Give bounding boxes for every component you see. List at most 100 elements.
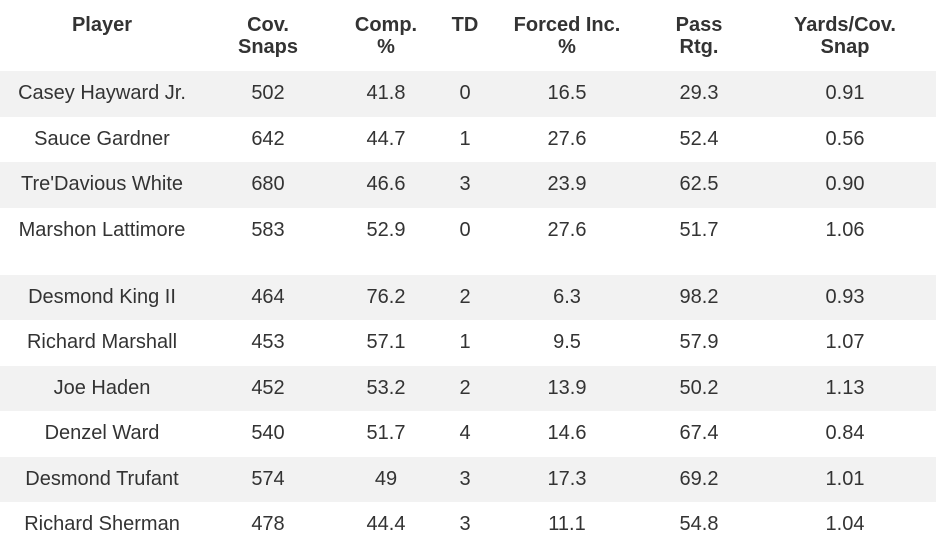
cell-yards-cov-snap: 0.56 bbox=[825, 127, 865, 150]
cell-comp-pct: 46.6 bbox=[366, 173, 406, 195]
cell-forced-inc: 9.5 bbox=[553, 331, 581, 353]
table-row: Sauce Gardner 642 44.7 1 27.6 52.4 0.56 bbox=[0, 116, 936, 162]
cell-player: Sauce Gardner bbox=[34, 127, 170, 150]
cell-comp-pct: 51.7 bbox=[366, 422, 406, 444]
header-cov-snaps-line-1: Cov. bbox=[247, 14, 289, 36]
cell-td: 2 bbox=[459, 285, 471, 308]
header-comp-pct: Comp. % bbox=[332, 0, 440, 71]
header-player-line-1: Player bbox=[71, 14, 133, 36]
cell-comp-pct: 52.9 bbox=[366, 218, 406, 241]
header-forced-inc-line-2: % bbox=[558, 36, 576, 58]
cell-comp-pct: 57.1 bbox=[366, 331, 406, 353]
cell-td: 2 bbox=[459, 376, 471, 399]
cell-forced-inc: 6.3 bbox=[553, 285, 581, 308]
header-comp-pct-line-2: % bbox=[377, 36, 395, 58]
header-comp-pct-line-1: Comp. bbox=[354, 14, 418, 36]
cell-cov-snaps: 680 bbox=[251, 173, 285, 195]
cell-yards-cov-snap: 0.90 bbox=[825, 173, 865, 195]
header-yards-cov-snap-line-1: Yards/Cov. bbox=[794, 14, 896, 36]
cell-forced-inc: 14.6 bbox=[547, 422, 587, 444]
cell-td: 1 bbox=[459, 127, 471, 150]
cell-comp-pct: 49 bbox=[374, 467, 398, 490]
cell-player: Joe Haden bbox=[53, 376, 151, 399]
cell-td: 4 bbox=[459, 422, 471, 444]
header-row: Player Cov. Snaps Comp. % TD Forced Inc.… bbox=[0, 0, 936, 71]
cell-player: Denzel Ward bbox=[44, 422, 160, 444]
cell-comp-pct: 53.2 bbox=[366, 376, 406, 399]
cell-pass-rtg: 69.2 bbox=[679, 467, 719, 490]
cell-comp-pct: 44.7 bbox=[366, 127, 406, 150]
cell-comp-pct: 76.2 bbox=[366, 285, 406, 308]
cell-player: Marshon Lattimore bbox=[18, 218, 186, 241]
cell-player: Desmond Trufant bbox=[25, 467, 179, 490]
cell-pass-rtg: 54.8 bbox=[679, 513, 719, 535]
header-pass-rtg-line-2: Rtg. bbox=[679, 36, 719, 58]
cell-td: 0 bbox=[459, 218, 471, 241]
header-forced-inc-line-1: Forced Inc. bbox=[513, 14, 621, 36]
cell-yards-cov-snap: 1.13 bbox=[825, 376, 865, 399]
table-row: Desmond King II 464 76.2 2 6.3 98.2 0.93 bbox=[0, 274, 936, 320]
header-pass-rtg-line-1: Pass bbox=[675, 14, 723, 36]
header-td: TD bbox=[440, 0, 490, 71]
cell-pass-rtg: 52.4 bbox=[679, 127, 719, 150]
header-player: Player bbox=[0, 0, 204, 71]
table-row: Casey Hayward Jr. 502 41.8 0 16.5 29.3 0… bbox=[0, 71, 936, 117]
table-row: Desmond Trufant 574 49 3 17.3 69.2 1.01 bbox=[0, 456, 936, 502]
cell-player: Desmond King II bbox=[28, 285, 176, 308]
table-header: Player Cov. Snaps Comp. % TD Forced Inc.… bbox=[0, 0, 936, 71]
table-row: Richard Sherman 478 44.4 3 11.1 54.8 1.0… bbox=[0, 502, 936, 548]
cell-forced-inc: 11.1 bbox=[548, 513, 586, 535]
header-pass-rtg: Pass Rtg. bbox=[644, 0, 754, 71]
table-row: Tre'Davious White 680 46.6 3 23.9 62.5 0… bbox=[0, 162, 936, 208]
cell-forced-inc: 27.6 bbox=[547, 218, 587, 241]
cell-yards-cov-snap: 1.07 bbox=[825, 331, 865, 353]
cell-yards-cov-snap: 1.01 bbox=[825, 467, 865, 490]
cell-td: 3 bbox=[459, 467, 471, 490]
cell-player: Richard Sherman bbox=[24, 513, 180, 535]
cell-pass-rtg: 62.5 bbox=[679, 173, 719, 195]
cell-pass-rtg: 29.3 bbox=[679, 82, 719, 104]
cell-yards-cov-snap: 0.93 bbox=[825, 285, 865, 308]
cell-forced-inc: 16.5 bbox=[547, 82, 587, 104]
header-forced-inc: Forced Inc. % bbox=[490, 0, 644, 71]
cell-yards-cov-snap: 0.84 bbox=[825, 422, 865, 444]
header-cov-snaps-line-2: Snaps bbox=[237, 36, 299, 58]
cell-cov-snaps: 453 bbox=[251, 331, 285, 353]
cell-cov-snaps: 583 bbox=[251, 218, 285, 241]
cell-pass-rtg: 57.9 bbox=[679, 331, 719, 353]
cell-forced-inc: 23.9 bbox=[547, 173, 587, 195]
header-yards-cov-snap: Yards/Cov. Snap bbox=[754, 0, 936, 71]
cell-pass-rtg: 51.7 bbox=[679, 218, 719, 241]
cell-td: 1 bbox=[459, 331, 471, 353]
table-row: Richard Marshall 453 57.1 1 9.5 57.9 1.0… bbox=[0, 320, 936, 366]
cell-yards-cov-snap: 1.06 bbox=[825, 218, 865, 241]
table-row: Denzel Ward 540 51.7 4 14.6 67.4 0.84 bbox=[0, 411, 936, 457]
cell-pass-rtg: 98.2 bbox=[679, 285, 719, 308]
cell-cov-snaps: 502 bbox=[251, 82, 285, 104]
cell-comp-pct: 44.4 bbox=[366, 513, 406, 535]
cell-yards-cov-snap: 0.91 bbox=[825, 82, 865, 104]
cell-td: 0 bbox=[459, 82, 471, 104]
header-td-line-1: TD bbox=[451, 14, 479, 36]
cell-pass-rtg: 50.2 bbox=[679, 376, 719, 399]
cell-forced-inc: 13.9 bbox=[547, 376, 587, 399]
cell-player: Tre'Davious White bbox=[20, 173, 183, 195]
cell-pass-rtg: 67.4 bbox=[679, 422, 719, 444]
cell-player: Casey Hayward Jr. bbox=[18, 82, 186, 104]
cell-cov-snaps: 540 bbox=[251, 422, 285, 444]
table-row: Marshon Lattimore 583 52.9 0 27.6 51.7 1… bbox=[0, 207, 936, 275]
cell-td: 3 bbox=[459, 513, 471, 535]
cell-forced-inc: 17.3 bbox=[547, 467, 587, 490]
header-yards-cov-snap-line-2: Snap bbox=[820, 36, 870, 58]
table-row: Joe Haden 452 53.2 2 13.9 50.2 1.13 bbox=[0, 365, 936, 411]
cell-yards-cov-snap: 1.04 bbox=[825, 513, 865, 535]
cell-cov-snaps: 478 bbox=[251, 513, 285, 535]
cell-cov-snaps: 452 bbox=[251, 376, 285, 399]
table-body: Casey Hayward Jr. 502 41.8 0 16.5 29.3 0… bbox=[0, 71, 936, 548]
cell-cov-snaps: 574 bbox=[251, 467, 285, 490]
cell-td: 3 bbox=[459, 173, 471, 195]
cell-cov-snaps: 642 bbox=[251, 127, 285, 150]
cell-forced-inc: 27.6 bbox=[547, 127, 587, 150]
cell-comp-pct: 41.8 bbox=[366, 82, 406, 104]
